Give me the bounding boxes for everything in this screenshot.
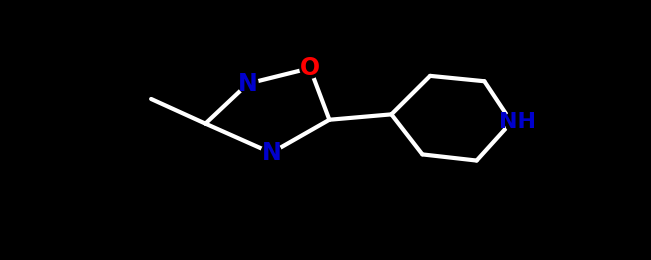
Circle shape: [505, 110, 530, 134]
Text: NH: NH: [499, 112, 536, 132]
Circle shape: [300, 58, 320, 78]
Text: N: N: [261, 141, 281, 165]
Text: O: O: [300, 56, 320, 80]
Text: N: N: [238, 72, 258, 96]
Circle shape: [238, 74, 258, 94]
Circle shape: [261, 143, 281, 163]
